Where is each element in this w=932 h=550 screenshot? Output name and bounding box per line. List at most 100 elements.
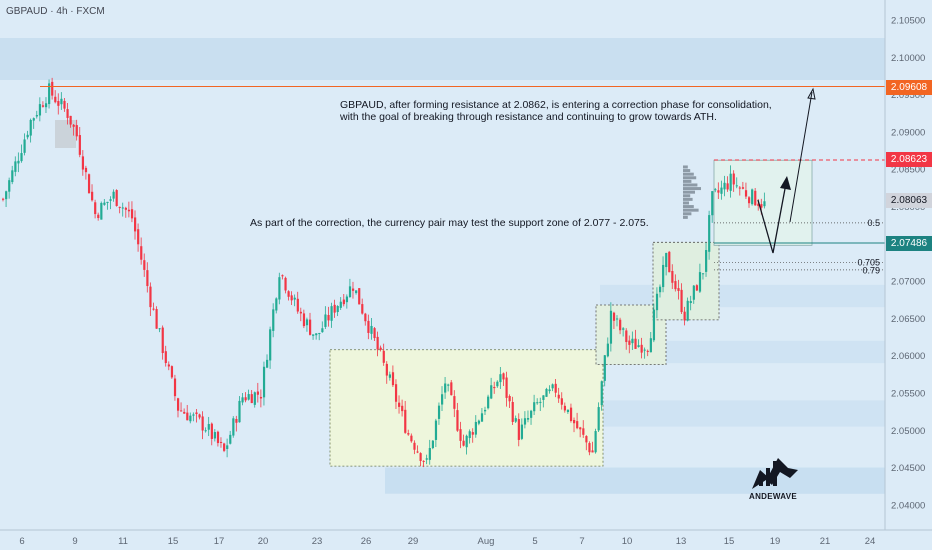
candle-body — [594, 431, 597, 453]
candle — [361, 298, 364, 315]
candle-body — [526, 418, 530, 420]
candle-body — [358, 288, 361, 305]
candle — [499, 367, 502, 389]
fib-level-label: 0.705 — [857, 257, 880, 267]
candle-body — [146, 270, 149, 287]
candle — [223, 442, 226, 453]
candle — [244, 392, 247, 403]
candle — [391, 365, 395, 387]
candle-body — [738, 187, 741, 189]
time-tick-label: 23 — [312, 536, 323, 547]
price-tick-label: 2.04000 — [891, 500, 925, 511]
candle — [97, 212, 100, 221]
candle — [619, 317, 622, 335]
candle — [213, 429, 217, 442]
candle — [379, 345, 382, 352]
fib-level-label: 0.5 — [867, 218, 880, 228]
candle — [738, 186, 741, 196]
candle-body — [78, 135, 81, 155]
candle — [388, 371, 392, 381]
candle — [563, 402, 567, 413]
candle — [109, 196, 112, 210]
projection-arrowhead — [780, 176, 791, 190]
candle-body — [708, 215, 711, 252]
candle-body — [419, 453, 422, 461]
candle — [447, 383, 450, 392]
candle — [616, 315, 619, 327]
candle-body — [134, 217, 137, 232]
candle-body — [176, 398, 180, 411]
candle-body — [17, 160, 20, 164]
candle-body — [72, 124, 75, 127]
candle-body — [382, 350, 385, 363]
candle-body — [723, 182, 726, 190]
candle-body — [394, 384, 398, 402]
candle-body — [741, 187, 745, 189]
candle-body — [505, 377, 508, 398]
candle-body — [315, 333, 318, 336]
candle — [235, 415, 238, 432]
candle-body — [54, 96, 57, 103]
candle-body — [606, 343, 609, 357]
candle-body — [81, 156, 85, 170]
candle — [462, 434, 465, 447]
candle-body — [619, 319, 622, 331]
candle — [170, 365, 174, 379]
analysis-note: GBPAUD, after forming resistance at 2.08… — [340, 99, 772, 123]
resistance-price-tag: 2.08623 — [886, 152, 932, 167]
price-tick-label: 2.09000 — [891, 127, 925, 138]
candle — [573, 417, 576, 433]
candle-body — [296, 298, 299, 312]
candle — [511, 396, 514, 425]
candle — [456, 402, 459, 432]
candle-body — [305, 319, 309, 326]
candle-body — [754, 190, 757, 206]
candle — [26, 130, 29, 140]
candle — [490, 377, 493, 400]
candle-body — [29, 119, 32, 136]
candle — [207, 416, 210, 437]
candle-body — [680, 289, 683, 313]
candle — [401, 399, 404, 417]
candle — [376, 331, 379, 357]
candle — [385, 361, 388, 384]
volume-profile-bar — [683, 205, 694, 209]
candle — [603, 354, 606, 387]
candle-body — [235, 418, 238, 423]
candle — [143, 253, 146, 277]
volume-profile-bar — [683, 197, 693, 201]
candle — [646, 349, 649, 357]
candle — [514, 415, 517, 424]
candle-body — [318, 333, 321, 335]
volume-profile-bar — [683, 190, 695, 194]
candle — [557, 387, 560, 403]
candle-body — [2, 198, 5, 200]
candle-body — [751, 189, 754, 205]
time-tick-label: 7 — [579, 536, 584, 547]
candle — [671, 264, 674, 290]
candle-body — [726, 183, 729, 190]
candle-body — [496, 381, 499, 387]
candle — [655, 287, 659, 319]
target-arrow — [789, 91, 813, 223]
candle — [723, 175, 726, 197]
candle — [539, 397, 542, 412]
candle — [299, 307, 302, 322]
candle-body — [290, 295, 293, 301]
liquidity-band — [385, 467, 885, 494]
candle-body — [517, 419, 520, 440]
candle — [542, 395, 545, 408]
candle-body — [309, 319, 312, 335]
candle — [278, 272, 281, 305]
candle-body — [287, 291, 290, 297]
price-tick-label: 2.05000 — [891, 426, 925, 437]
candle — [487, 394, 490, 410]
candle-body — [143, 260, 146, 270]
candle — [520, 418, 524, 441]
candle — [69, 115, 72, 128]
time-tick-label: 10 — [622, 536, 633, 547]
candle — [640, 337, 643, 359]
candle — [54, 90, 57, 104]
